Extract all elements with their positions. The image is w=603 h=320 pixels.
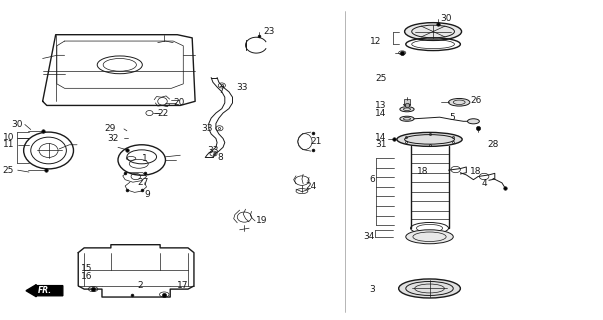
Text: 18: 18 — [417, 167, 428, 176]
Text: 11: 11 — [2, 140, 14, 149]
Ellipse shape — [397, 132, 462, 146]
FancyArrow shape — [26, 284, 63, 297]
Text: 33: 33 — [201, 124, 213, 133]
Text: 14: 14 — [376, 133, 387, 142]
Text: 10: 10 — [2, 133, 14, 142]
Text: 16: 16 — [81, 272, 92, 281]
Text: 30: 30 — [11, 120, 23, 129]
Text: 32: 32 — [107, 134, 119, 143]
Text: 15: 15 — [81, 264, 92, 273]
Text: 17: 17 — [177, 281, 189, 290]
Text: FR.: FR. — [38, 286, 52, 295]
Ellipse shape — [400, 107, 414, 112]
Text: 31: 31 — [375, 140, 387, 148]
Text: 19: 19 — [256, 216, 268, 225]
Ellipse shape — [399, 279, 460, 298]
Text: 23: 23 — [264, 27, 275, 36]
Ellipse shape — [467, 119, 479, 124]
Text: 29: 29 — [105, 124, 116, 133]
Text: 33: 33 — [236, 83, 248, 92]
Text: 3: 3 — [369, 285, 375, 294]
Text: 1: 1 — [142, 154, 148, 163]
Text: 30: 30 — [440, 14, 452, 23]
Text: 20: 20 — [173, 99, 185, 108]
Text: 34: 34 — [364, 232, 375, 241]
Ellipse shape — [400, 116, 414, 121]
Text: 6: 6 — [369, 174, 375, 184]
Text: 21: 21 — [311, 137, 322, 146]
Text: 25: 25 — [376, 74, 387, 83]
Ellipse shape — [406, 230, 453, 244]
Text: 5: 5 — [449, 113, 455, 122]
Text: 25: 25 — [3, 166, 14, 175]
Text: 33: 33 — [207, 146, 219, 155]
Text: 22: 22 — [158, 108, 169, 117]
Text: 28: 28 — [488, 140, 499, 149]
Text: 2: 2 — [137, 281, 143, 290]
Text: 8: 8 — [217, 153, 223, 162]
Text: 24: 24 — [305, 181, 316, 190]
Text: 9: 9 — [145, 190, 150, 199]
Text: 27: 27 — [137, 178, 149, 187]
Text: 12: 12 — [370, 36, 381, 45]
Text: 14: 14 — [376, 108, 387, 117]
Ellipse shape — [449, 99, 470, 106]
Ellipse shape — [405, 23, 461, 40]
Text: 26: 26 — [470, 96, 481, 105]
Text: 7: 7 — [218, 86, 224, 95]
Text: 4: 4 — [482, 179, 487, 188]
Text: 13: 13 — [375, 101, 387, 110]
Text: 18: 18 — [470, 167, 481, 176]
